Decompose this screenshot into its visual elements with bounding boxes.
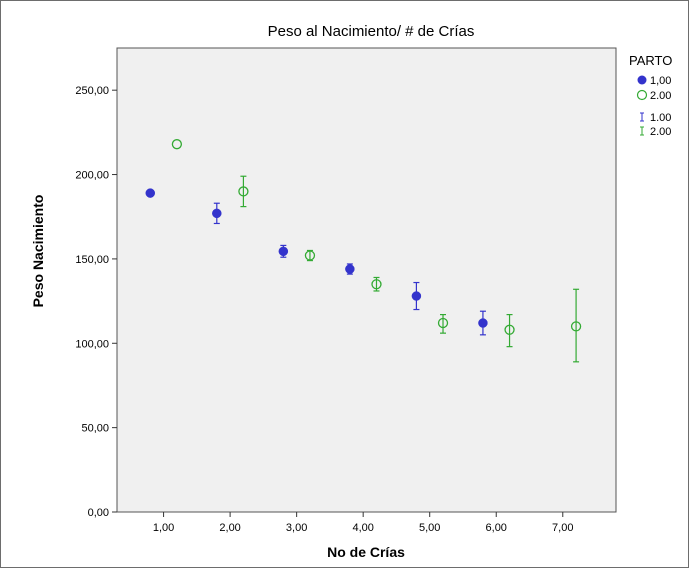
y-tick-label: 250,00 <box>75 85 109 97</box>
error-bar <box>506 313 513 348</box>
data-point <box>278 246 289 257</box>
legend-marker-filled-circle <box>637 75 647 85</box>
x-tick-label: 6,00 <box>486 522 507 534</box>
data-point <box>411 291 422 301</box>
chart-title: Peso al Nacimiento/ # de Crías <box>268 23 475 40</box>
data-point <box>238 186 249 197</box>
data-point <box>504 324 515 335</box>
legend-label-errorbar-2: 2.00 <box>650 126 671 138</box>
series-1 <box>145 188 488 336</box>
data-point <box>371 279 382 290</box>
error-bar <box>573 288 580 363</box>
plot-area <box>116 47 617 513</box>
y-axis: 0,00 50,00 100,00 150,00 200,00 250,00 <box>75 85 117 519</box>
y-tick-label: 0,00 <box>88 507 109 519</box>
x-axis-title: No de Crías <box>327 544 405 560</box>
data-point <box>437 317 449 329</box>
error-bar <box>240 175 247 208</box>
x-axis: 1,00 2,00 3,00 4,00 5,00 6,00 7,00 <box>153 512 573 534</box>
data-point <box>171 139 183 150</box>
y-tick-label: 50,00 <box>81 423 109 435</box>
data-point <box>212 208 222 219</box>
x-tick-label: 5,00 <box>419 522 440 534</box>
legend-marker-open-circle <box>636 89 648 101</box>
series-2 <box>171 139 582 363</box>
legend: PARTO 1,00 2.00 1.00 2.00 <box>629 53 672 138</box>
data-point <box>304 250 316 261</box>
y-tick-label: 150,00 <box>75 254 109 266</box>
data-marks <box>145 139 582 363</box>
x-tick-label: 7,00 <box>552 522 573 534</box>
legend-errorbar-icon-2 <box>640 126 644 136</box>
legend-title: PARTO <box>629 53 672 68</box>
legend-label-errorbar-1: 1.00 <box>650 112 671 124</box>
x-tick-label: 1,00 <box>153 522 174 534</box>
data-point <box>345 264 355 274</box>
x-tick-label: 4,00 <box>352 522 373 534</box>
data-point <box>145 188 156 198</box>
legend-errorbar-icon-1 <box>640 112 644 122</box>
error-bar <box>440 313 447 334</box>
legend-label-marker-1: 1,00 <box>650 75 671 87</box>
data-point <box>478 318 488 328</box>
y-axis-title: Peso Nacimiento <box>30 195 46 308</box>
legend-label-marker-2: 2.00 <box>650 90 671 102</box>
y-tick-label: 100,00 <box>75 338 109 350</box>
x-tick-label: 3,00 <box>286 522 307 534</box>
y-tick-label: 200,00 <box>75 170 109 182</box>
data-point <box>570 321 582 332</box>
x-tick-label: 2,00 <box>219 522 240 534</box>
